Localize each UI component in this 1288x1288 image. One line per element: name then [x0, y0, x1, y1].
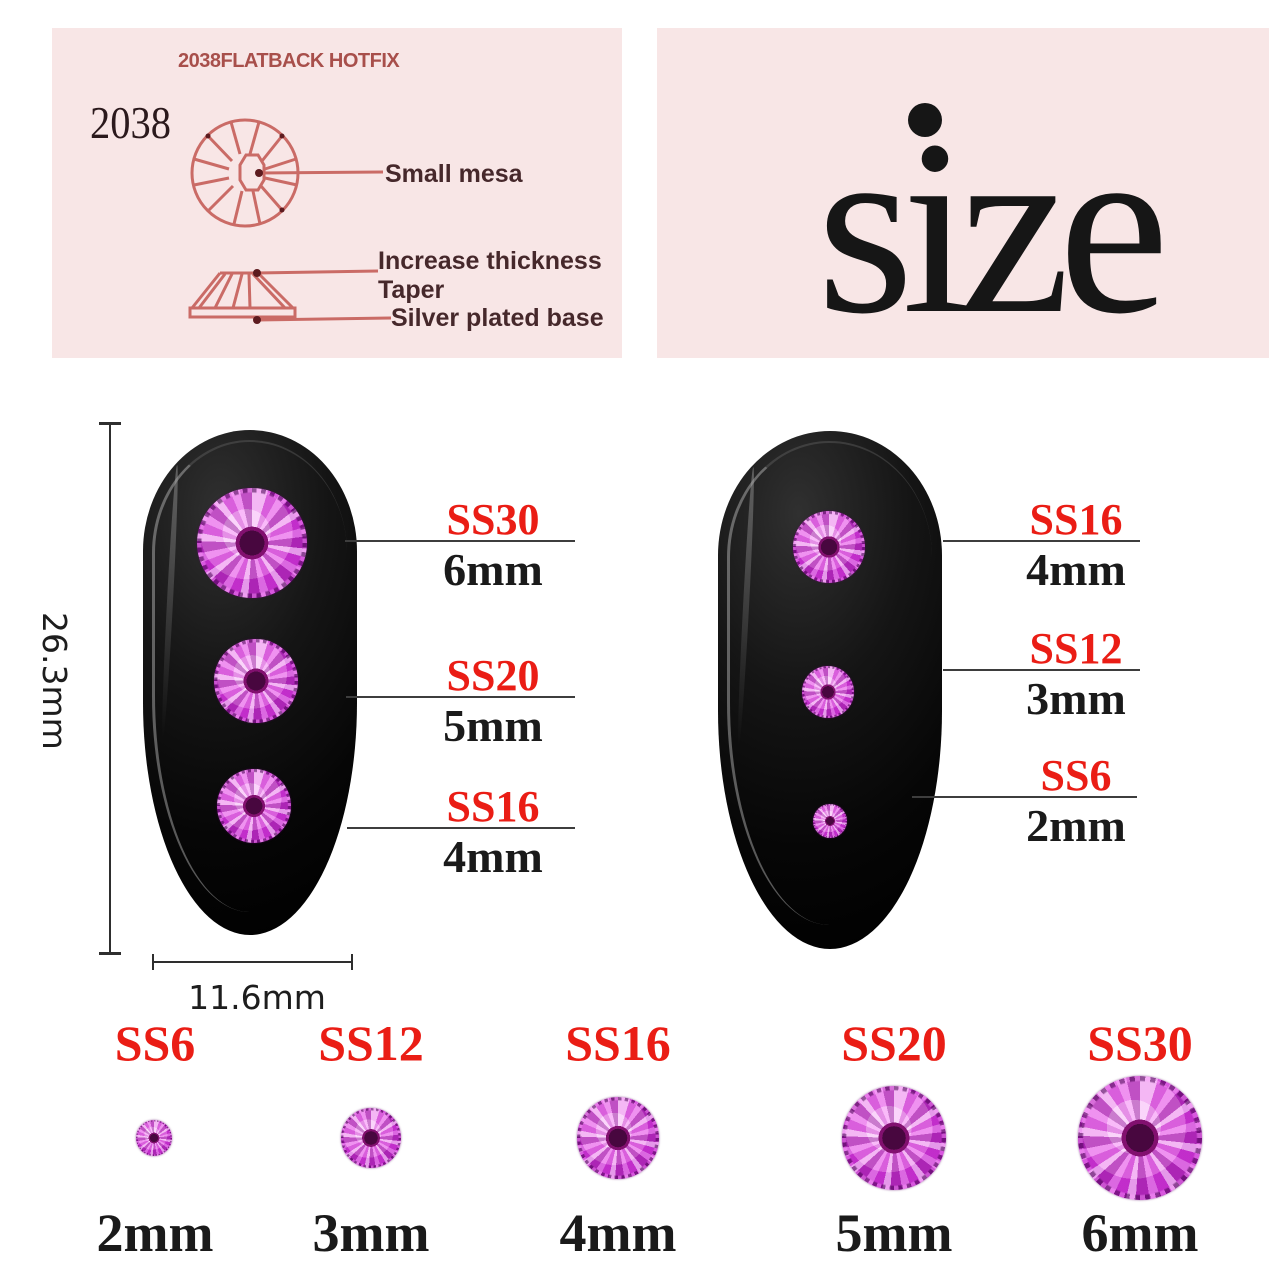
ss-size-label: SS20 [841, 1015, 947, 1071]
leader-line [346, 696, 575, 698]
mm-size-label: 6mm [1081, 1203, 1199, 1263]
height-dimension-line [109, 423, 111, 955]
rhinestone-ss6-on-nail-right [813, 804, 847, 838]
callout-silver-plated-base: Silver plated base [391, 304, 604, 332]
mm-size-label: 2mm [1026, 800, 1126, 851]
width-dimension-line [153, 961, 353, 963]
size-panel-title: size [816, 89, 1170, 366]
mm-size-label: 6mm [443, 544, 543, 595]
nail-width-label: 11.6mm [188, 978, 326, 1017]
ss-size-label: SS30 [1087, 1015, 1193, 1071]
nail-height-label: 26.3mm [35, 612, 74, 750]
callout-increase-thickness: Increase thickness [378, 247, 602, 275]
rhinestone-ss12-on-nail-right [802, 666, 854, 718]
ss-size-label: SS16 [1029, 495, 1123, 544]
ss-size-label: SS30 [446, 495, 540, 544]
leader-line [943, 669, 1140, 671]
mm-size-label: 3mm [1026, 673, 1126, 724]
width-dimension-cap-left [152, 954, 154, 970]
rhinestone-ss20 [842, 1086, 946, 1190]
ss-size-label: SS16 [446, 782, 540, 831]
mm-size-label: 2mm [96, 1203, 214, 1263]
callout-small-mesa: Small mesa [385, 160, 523, 188]
rhinestone-ss30 [1078, 1076, 1202, 1200]
leader-line [345, 540, 575, 542]
callout-taper: Taper [378, 276, 445, 304]
ss-size-label: SS12 [1029, 624, 1123, 673]
ss-size-label: SS20 [446, 651, 540, 700]
width-dimension-cap-right [351, 954, 353, 970]
rhinestone-ss16-on-nail-right [793, 511, 865, 583]
spec-panel-heading: 2038FLATBACK HOTFIX [178, 50, 400, 72]
leader-line [912, 796, 1137, 798]
size-panel: size [657, 28, 1269, 358]
rhinestone-ss16-on-nail [217, 769, 291, 843]
rhinestone-ss6 [136, 1120, 172, 1156]
rhinestone-technical-diagram [188, 118, 392, 324]
mm-size-label: 5mm [835, 1203, 953, 1263]
leader-line [943, 540, 1140, 542]
i-dot-decoration [908, 103, 942, 137]
height-dimension-cap-top [99, 422, 121, 425]
ss-size-label: SS6 [114, 1015, 196, 1071]
mm-size-label: 3mm [312, 1203, 430, 1263]
mm-size-label: 4mm [559, 1203, 677, 1263]
mm-size-label: 4mm [1026, 544, 1126, 595]
ss-size-label: SS6 [1040, 751, 1112, 800]
spec-panel: 2038FLATBACK HOTFIX 2038 [52, 28, 622, 358]
ss-size-label: SS16 [565, 1015, 671, 1071]
leader-line [347, 827, 575, 829]
rhinestone-ss30-on-nail [197, 488, 307, 598]
mm-size-label: 4mm [443, 831, 543, 882]
height-dimension-cap-bottom [99, 952, 121, 955]
mm-size-label: 5mm [443, 700, 543, 751]
rhinestone-ss20-on-nail [214, 639, 298, 723]
rhinestone-ss12 [341, 1108, 401, 1168]
rhinestone-ss16 [577, 1097, 659, 1179]
ss-size-label: SS12 [318, 1015, 424, 1071]
model-number: 2038 [90, 97, 171, 148]
